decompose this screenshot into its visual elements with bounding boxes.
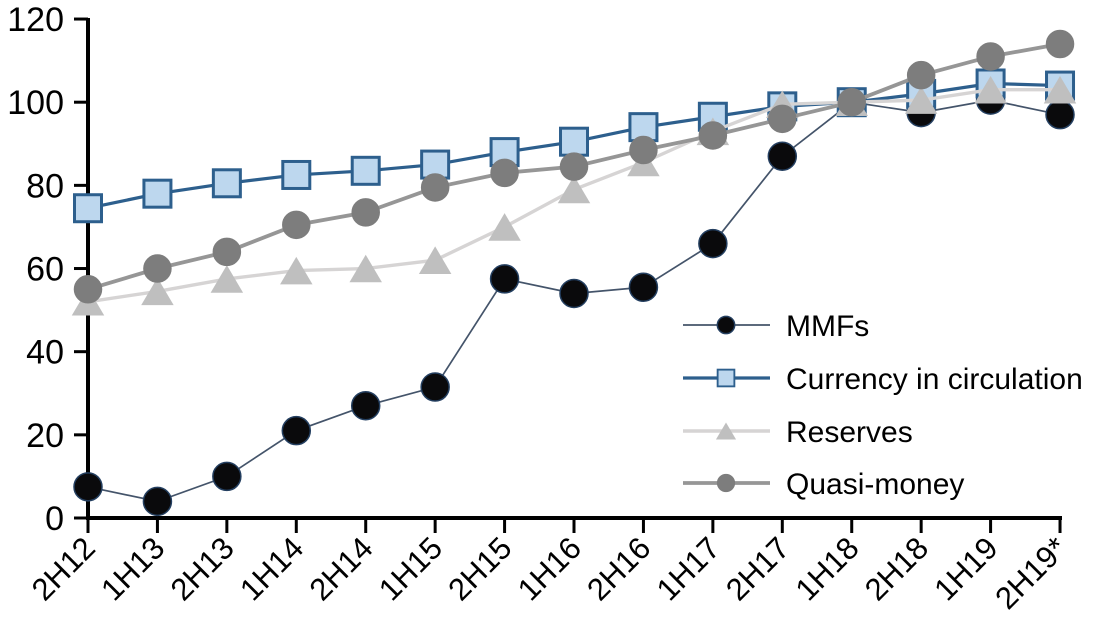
data-point [559, 278, 589, 309]
legend-label: Quasi-money [786, 468, 964, 501]
y-tick-label: 20 [26, 417, 64, 455]
data-point [490, 158, 519, 188]
y-tick-label: 120 [7, 1, 64, 39]
data-point [142, 178, 173, 209]
data-point [420, 372, 450, 402]
data-point [716, 473, 736, 493]
data-point [142, 486, 173, 517]
data-point [350, 155, 381, 186]
x-tick-label: 1H16 [511, 530, 588, 607]
data-point [73, 472, 103, 502]
x-tick-label: 2H13 [164, 530, 241, 607]
data-point [1045, 29, 1075, 59]
legend-item-quasi-money: Quasi-money [683, 468, 964, 501]
data-point [351, 198, 380, 227]
legend-item-reserves: Reserves [683, 416, 913, 449]
data-point [698, 121, 728, 150]
data-point [716, 368, 736, 388]
x-tick-label: 2H16 [580, 530, 657, 607]
data-point [73, 193, 103, 224]
x-tick-label: 1H18 [789, 530, 866, 607]
data-point [1043, 75, 1077, 104]
x-tick-label: 1H14 [233, 530, 310, 607]
y-tick-label: 60 [26, 251, 64, 289]
x-tick-label: 2H12 [25, 530, 102, 607]
legend-label: Currency in circulation [786, 363, 1083, 396]
data-point [281, 159, 312, 190]
data-point [767, 141, 798, 172]
data-point [281, 415, 312, 446]
data-point [629, 135, 658, 165]
series-reserves [71, 75, 1077, 316]
legend-item-currency-in-circulation: Currency in circulation [683, 363, 1083, 396]
data-point [557, 175, 591, 204]
data-point [280, 256, 313, 285]
x-tick-label: 1H13 [94, 530, 171, 607]
y-tick-label: 0 [45, 500, 64, 538]
y-axis-ticks: 0 20 40 60 80 100 120 [7, 1, 88, 538]
data-point [628, 272, 659, 302]
x-tick-label: 2H18 [858, 530, 935, 607]
data-point [904, 86, 938, 114]
y-tick-label: 40 [26, 334, 64, 372]
data-point [73, 275, 103, 304]
x-tick-label: 1H15 [372, 530, 449, 607]
data-point [418, 246, 452, 274]
legend-label: MMFs [786, 310, 869, 343]
series-quasi-money [73, 29, 1075, 304]
data-point [488, 213, 521, 241]
data-point [143, 254, 172, 283]
x-axis-ticks: 2H121H132H131H142H141H152H151H162H161H17… [25, 520, 1074, 616]
legend: MMFs Currency in circulation Reserves Quasi… [683, 310, 1083, 501]
data-point [212, 461, 242, 492]
x-tick-label: 1H17 [650, 530, 727, 607]
data-point [768, 104, 797, 134]
y-tick-label: 80 [26, 167, 64, 205]
data-point [489, 264, 520, 294]
data-point [349, 254, 382, 283]
legend-label: Reserves [786, 416, 913, 449]
data-point [420, 173, 450, 202]
data-point [559, 126, 590, 157]
y-tick-label: 100 [7, 84, 64, 122]
data-point [350, 390, 381, 421]
x-tick-label: 2H19* [988, 530, 1074, 616]
legend-item-mmfs: MMFs [683, 310, 869, 343]
data-point [559, 152, 589, 181]
x-tick-label: 2H15 [441, 530, 518, 607]
data-point [282, 210, 311, 240]
data-point [212, 237, 242, 267]
data-point [906, 60, 936, 90]
data-point [716, 315, 736, 335]
data-point [211, 168, 242, 199]
data-point [210, 265, 244, 293]
data-point [974, 75, 1007, 104]
data-point [837, 87, 866, 117]
data-point [141, 277, 174, 306]
data-point [1045, 99, 1075, 130]
series-mmfs [73, 85, 1075, 517]
data-point [698, 228, 728, 259]
data-point [976, 42, 1005, 71]
x-tick-label: 2H17 [719, 530, 796, 607]
data-point [715, 422, 737, 440]
x-tick-label: 2H14 [303, 530, 380, 607]
